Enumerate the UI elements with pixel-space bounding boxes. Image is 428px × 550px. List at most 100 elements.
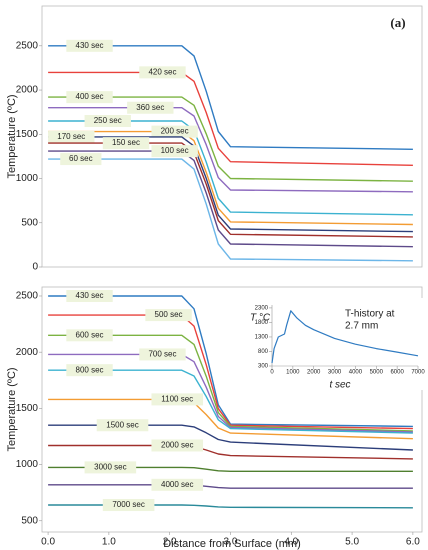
series-label: 500 sec [155, 310, 183, 319]
line-series [48, 158, 413, 262]
x-tick-label: 1.0 [102, 537, 116, 548]
line-series [48, 334, 413, 432]
y-tick-label: 0 [32, 262, 38, 273]
series-label: 250 sec [94, 116, 122, 125]
y-tick-label: 1500 [16, 129, 39, 140]
line-series [48, 142, 413, 238]
series-label-box [84, 461, 137, 474]
inset-annotation: 2.7 mm [345, 321, 378, 332]
y-tick-label: 300 [258, 364, 269, 370]
x-tick-label: 5.0 [345, 537, 359, 548]
y-tick-label: 1500 [16, 403, 39, 414]
series-label-box [127, 101, 174, 114]
series-label-box [145, 309, 192, 322]
x-tick-label: 2.0 [163, 537, 177, 548]
series-label-box [151, 478, 204, 491]
x-tick-label: 7000 [411, 370, 425, 376]
y-tick-label: 2000 [16, 85, 39, 96]
y-tick-label: 800 [258, 349, 269, 355]
series-label: 2000 sec [161, 441, 193, 450]
series-label: 1500 sec [106, 420, 138, 429]
y-tick-label: 1000 [16, 459, 39, 470]
series-label-box [102, 499, 155, 512]
inset-background [244, 298, 424, 390]
line-series [48, 369, 413, 434]
x-tick-label: 0 [270, 370, 274, 376]
y-tick-label: 1800 [255, 320, 269, 326]
y-tick-label: 500 [21, 217, 38, 228]
series-label: 100 sec [161, 146, 189, 155]
series-label: 600 sec [76, 330, 104, 339]
y-axis-title: Temperature (ºC) [6, 367, 18, 451]
series-label: 150 sec [112, 138, 140, 147]
x-tick-label: 4.0 [284, 537, 298, 548]
series-label: 200 sec [161, 127, 189, 136]
line-series [48, 466, 413, 472]
x-axis-title: Distance from Surface (mm) [163, 538, 301, 550]
series-label-box [151, 439, 204, 452]
series-label-box [151, 145, 198, 158]
line-series [48, 484, 413, 489]
plot-frame [41, 5, 423, 268]
series-label: 4000 sec [161, 480, 193, 489]
series-label-box [96, 419, 149, 432]
series-label-box [139, 66, 186, 79]
series-label: 400 sec [76, 92, 104, 101]
series-label-box [102, 137, 150, 150]
inset-annotation: T-history at [345, 309, 395, 320]
y-tick-label: 2500 [16, 40, 39, 51]
series-label: 7000 sec [112, 500, 144, 509]
series-label: 170 sec [57, 132, 85, 141]
x-tick-label: 0.0 [41, 537, 55, 548]
series-label: 700 sec [148, 350, 176, 359]
y-tick-label: 1000 [16, 173, 39, 184]
series-label-box [151, 125, 198, 138]
series-label: 3000 sec [94, 462, 126, 471]
line-series [48, 504, 413, 509]
plot-frame [41, 286, 423, 533]
series-label: 800 sec [76, 365, 104, 374]
y-tick-label: 1300 [255, 335, 269, 341]
x-axis-title: t sec [329, 380, 350, 391]
series-label-box [151, 393, 204, 406]
series-label-box [66, 289, 113, 302]
line-series [48, 398, 413, 440]
line-series [48, 107, 413, 193]
line-series [48, 136, 413, 233]
series-label-box [66, 39, 113, 52]
x-tick-label: 3.0 [224, 537, 238, 548]
x-tick-label: 2000 [307, 370, 321, 376]
y-tick-label: 2000 [16, 347, 39, 358]
series-label-box [84, 115, 131, 128]
line-series [48, 120, 413, 216]
series-label: 360 sec [136, 103, 164, 112]
series-label: 60 sec [69, 154, 93, 163]
x-tick-label: 6.0 [406, 537, 420, 548]
panel-label: (a) [390, 15, 405, 30]
x-tick-label: 4000 [349, 370, 363, 376]
line-series [48, 150, 413, 248]
series-label-box [48, 130, 95, 143]
series-label: 430 sec [76, 41, 104, 50]
line-series [48, 424, 413, 451]
y-axis-title: T °C [250, 313, 271, 324]
x-tick-label: 6000 [390, 370, 404, 376]
series-label: 420 sec [148, 67, 176, 76]
series-label-box [60, 153, 102, 166]
series-label-box [139, 348, 186, 361]
y-tick-label: 2300 [255, 305, 269, 311]
series-label: 430 sec [76, 291, 104, 300]
series-label-box [66, 329, 113, 342]
x-tick-label: 5000 [370, 370, 384, 376]
series-label-box [66, 91, 113, 104]
y-tick-label: 500 [21, 515, 38, 526]
x-tick-label: 3000 [328, 370, 342, 376]
series-label: 1100 sec [161, 394, 193, 403]
line-series [48, 96, 413, 182]
x-tick-label: 1000 [286, 370, 300, 376]
line-series [271, 310, 419, 364]
series-label-box [66, 364, 113, 377]
line-series [48, 45, 413, 150]
